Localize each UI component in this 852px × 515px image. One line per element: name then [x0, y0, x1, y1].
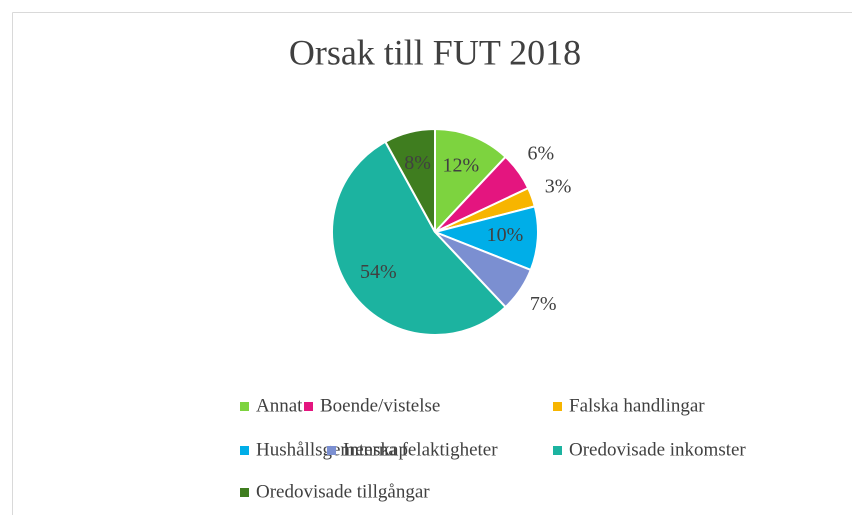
legend-swatch: [240, 446, 249, 455]
data-label: 3%: [545, 175, 572, 197]
pie-slice: [434, 127, 507, 235]
legend-swatch: [240, 402, 249, 411]
pie-slice: [384, 127, 436, 233]
data-label: 6%: [527, 143, 554, 165]
legend-swatch: [553, 402, 562, 411]
chart-title: Orsak till FUT 2018: [289, 32, 581, 72]
pie-slice: [331, 140, 507, 336]
legend-swatch: [304, 402, 313, 411]
legend-label: Falska handlingar: [569, 395, 705, 416]
legend-swatch: [327, 446, 336, 455]
data-label: 54%: [360, 261, 397, 283]
data-label: 8%: [404, 152, 431, 174]
legend-swatch: [240, 488, 249, 497]
legend-label: Oredovisade tillgångar: [256, 481, 430, 502]
data-label: 10%: [487, 224, 524, 246]
legend-label: Interna felaktigheter: [343, 439, 498, 460]
legend-swatch: [553, 446, 562, 455]
data-label: 12%: [442, 154, 479, 176]
legend-label: Oredovisade inkomster: [569, 439, 746, 460]
legend-label: Annat: [256, 395, 303, 416]
legend-label: Boende/vistelse: [320, 395, 440, 416]
data-label: 7%: [530, 293, 557, 315]
